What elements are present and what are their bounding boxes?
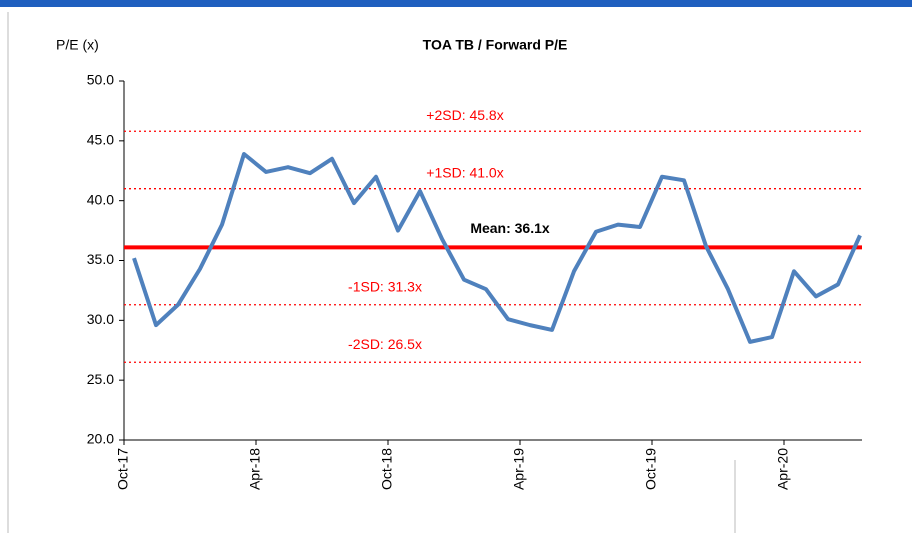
x-tick-label: Apr-18 [247,448,263,490]
reference-label: Mean: 36.1x [470,220,550,236]
chart-title: TOA TB / Forward P/E [423,37,568,53]
x-tick-label: Oct-17 [115,448,131,490]
x-tick-label: Apr-19 [511,448,527,490]
reference-label: +1SD: 41.0x [426,164,503,180]
reference-label: -2SD: 26.5x [348,336,422,352]
reference-label: -1SD: 31.3x [348,278,422,294]
y-tick-label: 30.0 [87,311,114,327]
x-tick-label: Oct-18 [379,448,395,490]
y-tick-label: 20.0 [87,431,114,447]
y-tick-label: 25.0 [87,371,114,387]
y-axis-label: P/E (x) [56,37,99,53]
x-tick-label: Apr-20 [775,448,791,490]
y-tick-label: 40.0 [87,191,114,207]
x-tick-label: Oct-19 [643,448,659,490]
y-tick-label: 50.0 [87,72,114,88]
series-line [132,151,862,344]
header-band [0,0,912,7]
y-tick-label: 45.0 [87,132,114,148]
y-tick-label: 35.0 [87,251,114,267]
reference-label: +2SD: 45.8x [426,107,503,123]
